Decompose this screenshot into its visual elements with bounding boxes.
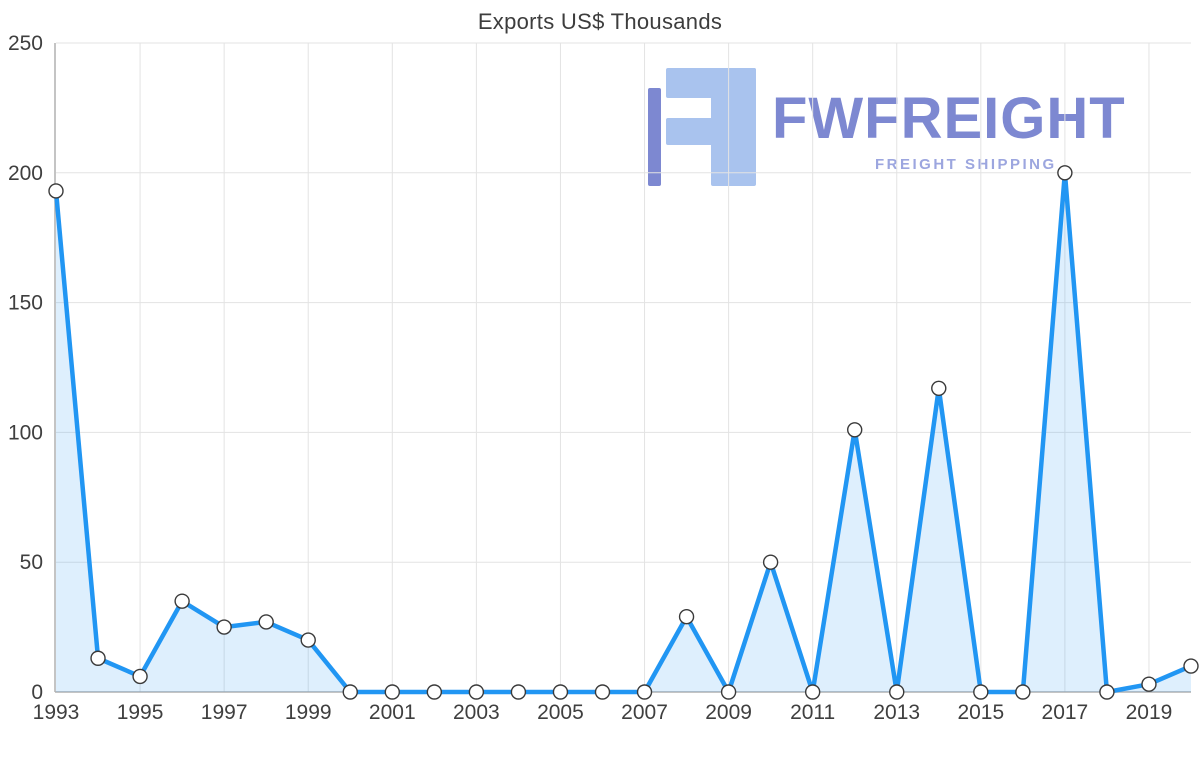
x-tick-label: 2017	[1042, 701, 1089, 724]
chart-title: Exports US$ Thousands	[477, 9, 723, 34]
data-point-marker	[1015, 684, 1031, 700]
data-point-marker	[973, 684, 989, 700]
data-point-marker	[48, 183, 64, 199]
x-tick-label: 2013	[873, 701, 920, 724]
y-tick-label: 200	[8, 162, 43, 185]
x-tick-label: 2015	[957, 701, 1004, 724]
data-point-marker	[1183, 658, 1199, 674]
data-point-marker	[931, 380, 947, 396]
data-point-marker	[552, 684, 569, 700]
data-point-marker	[132, 668, 148, 685]
x-tick-label: 2009	[705, 701, 752, 724]
data-point-marker	[384, 684, 400, 700]
data-point-marker	[300, 632, 316, 648]
data-point-marker	[847, 422, 863, 438]
x-tick-label: 2003	[453, 701, 500, 724]
data-point-marker	[1057, 165, 1073, 181]
data-point-marker	[426, 684, 443, 700]
series-line	[53, 170, 1194, 695]
data-point-marker	[216, 619, 232, 635]
series-area	[56, 172, 1191, 693]
data-point-marker	[510, 684, 527, 700]
data-point-marker	[174, 593, 190, 609]
data-point-marker	[636, 684, 653, 700]
data-point-marker	[762, 554, 779, 570]
x-tick-label: 1999	[285, 701, 332, 724]
x-tick-label: 2001	[369, 701, 416, 724]
x-tick-label: 1997	[201, 701, 248, 724]
data-point-marker	[1141, 676, 1157, 692]
x-tick-label: 1993	[33, 701, 80, 724]
data-point-marker	[342, 684, 358, 700]
y-tick-label: 100	[8, 421, 43, 444]
x-tick-label: 1995	[117, 701, 164, 724]
x-tick-label: 2011	[790, 701, 835, 724]
data-point-marker	[258, 614, 274, 630]
x-tick-label: 2007	[621, 701, 668, 724]
data-point-marker	[468, 684, 485, 700]
data-point-marker	[678, 609, 695, 625]
data-point-marker	[889, 684, 905, 700]
y-tick-label: 150	[8, 292, 43, 315]
y-tick-label: 250	[8, 32, 43, 55]
data-point-marker	[1099, 684, 1115, 700]
data-point-marker	[804, 684, 821, 700]
x-tick-label: 2019	[1126, 701, 1173, 724]
y-tick-label: 0	[31, 681, 43, 704]
data-point-marker	[90, 650, 106, 666]
y-tick-label: 50	[20, 551, 43, 574]
x-tick-label: 2005	[537, 701, 584, 724]
data-point-marker	[594, 684, 611, 700]
data-point-marker	[720, 684, 737, 700]
